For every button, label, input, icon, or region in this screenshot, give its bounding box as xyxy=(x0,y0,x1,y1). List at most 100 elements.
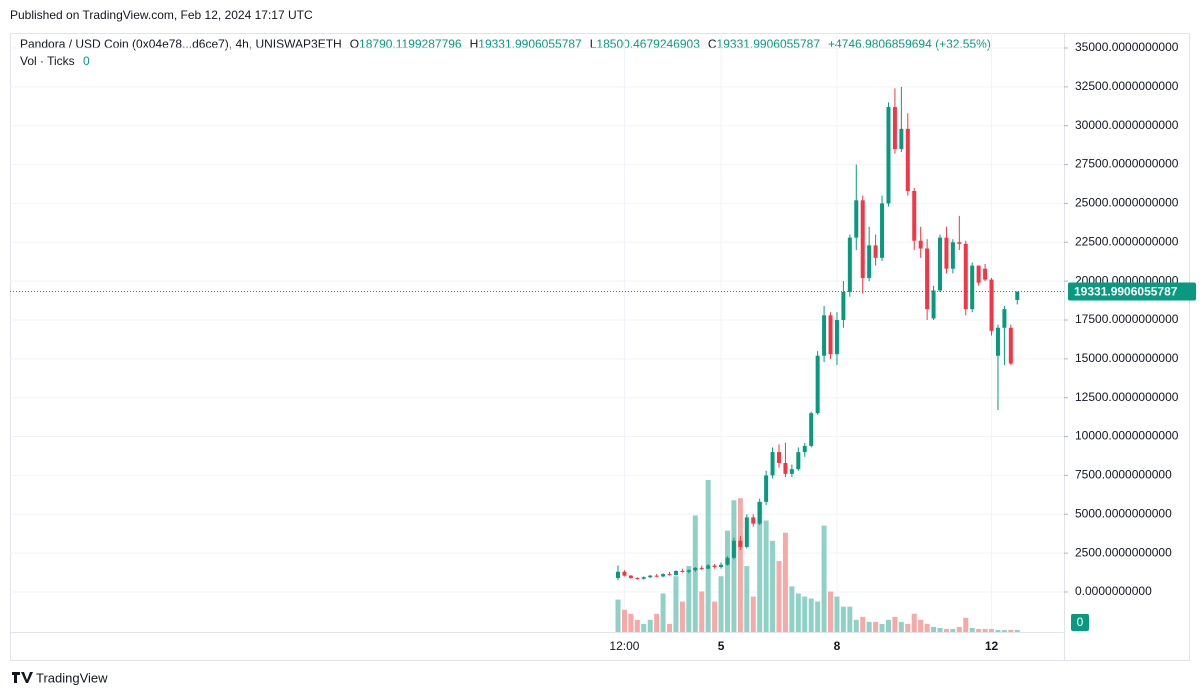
y-tick-label: 10000.0000000000 xyxy=(1075,429,1179,443)
candle-body xyxy=(661,574,666,577)
volume-badge xyxy=(1071,614,1089,631)
candle-body xyxy=(783,462,788,474)
candle-body xyxy=(616,571,620,578)
x-tick-label: 12 xyxy=(985,639,999,653)
volume-bar xyxy=(892,616,898,632)
volume-bar xyxy=(924,623,930,632)
volume-bar xyxy=(763,520,769,632)
volume-bar xyxy=(866,621,872,632)
y-tick-label: 30000.0000000000 xyxy=(1075,118,1179,132)
candle-body xyxy=(641,577,646,579)
candle-body xyxy=(834,319,839,355)
y-tick-label: 22500.0000000000 xyxy=(1075,234,1179,248)
candle-body xyxy=(719,564,724,568)
frame xyxy=(10,33,1190,661)
volume-bar xyxy=(615,599,621,632)
y-tick-label: 12500.0000000000 xyxy=(1075,390,1179,404)
volume-badge-label: 0 xyxy=(1077,615,1084,629)
y-tick-label: 2500.0000000000 xyxy=(1075,545,1172,559)
change: +4746.9806859694 (+32.55%) xyxy=(828,37,991,51)
y-tick-label: 17500.0000000000 xyxy=(1075,312,1179,326)
volume-bar xyxy=(757,502,763,632)
candle-body xyxy=(751,517,756,524)
candle-body xyxy=(841,292,846,320)
y-tick-label: 15000.0000000000 xyxy=(1075,351,1179,365)
volume-bar xyxy=(654,613,660,632)
candle-body xyxy=(706,565,711,569)
candle-body xyxy=(686,570,691,572)
y-tick-label: 25000.0000000000 xyxy=(1075,196,1179,210)
volume-bar xyxy=(963,617,969,632)
candle-body xyxy=(673,570,678,575)
ohlc-letter: O xyxy=(350,37,359,51)
volume-bar xyxy=(982,628,988,632)
volume-bar xyxy=(679,601,685,632)
volume-bar xyxy=(782,532,788,632)
volume-bar xyxy=(737,498,743,632)
candle-body xyxy=(789,469,794,474)
candle-body xyxy=(912,190,917,241)
ohlc-value: 19331.9906055787 xyxy=(478,37,582,51)
candle-body xyxy=(886,107,891,204)
candle-body xyxy=(654,575,659,577)
candle-body xyxy=(899,128,904,150)
volume-bar xyxy=(750,596,756,632)
y-tick-label: 7500.0000000000 xyxy=(1075,468,1172,482)
candle-body xyxy=(931,290,936,319)
volume-bar xyxy=(795,593,801,632)
candle-body xyxy=(777,452,781,463)
volume-bar xyxy=(776,561,782,632)
candle-body xyxy=(880,203,885,258)
published-note: Published on TradingView.com, Feb 12, 20… xyxy=(10,8,313,22)
volume-bar xyxy=(860,616,866,632)
volume-bar xyxy=(802,596,808,632)
candle-body xyxy=(712,565,717,568)
y-tick-label: 5000.0000000000 xyxy=(1075,506,1172,520)
volume-bar xyxy=(885,619,891,632)
candle-body xyxy=(770,452,775,476)
legend: Pandora / USD Coin (0x04e78...d6ce7), 4h… xyxy=(20,37,991,51)
volume-bar xyxy=(815,601,821,632)
volume-bar xyxy=(705,480,711,632)
y-tick-label: 35000.0000000000 xyxy=(1075,40,1179,54)
candle-body xyxy=(680,570,685,572)
volume-bar xyxy=(686,566,692,632)
volume-bar xyxy=(621,609,627,632)
candle-body xyxy=(950,242,955,269)
ohlc-value: 18500.4679246903 xyxy=(596,37,700,51)
volume-bar xyxy=(712,601,718,632)
volume-bar xyxy=(628,613,634,632)
volume-bar xyxy=(950,628,956,632)
candle-body xyxy=(802,445,807,453)
candle-body xyxy=(738,540,743,547)
volume-bar xyxy=(918,619,924,632)
candle-body xyxy=(970,265,975,310)
volume-bar xyxy=(731,500,737,632)
candle-body xyxy=(995,327,1000,356)
y-tick-label: 0.0000000000 xyxy=(1075,584,1152,598)
volume-bar xyxy=(911,613,917,632)
volume-bar xyxy=(931,626,937,632)
volume-bar xyxy=(873,621,879,632)
candle-body xyxy=(983,268,988,280)
brand: TradingView xyxy=(36,670,108,685)
volume-bar xyxy=(937,627,943,632)
volume-bar xyxy=(724,530,730,632)
candle-body xyxy=(938,237,942,291)
volume-bar xyxy=(969,627,975,632)
candle-body xyxy=(892,107,897,150)
volume-bar xyxy=(879,623,885,632)
y-tick-label: 27500.0000000000 xyxy=(1075,157,1179,171)
y-tick-label: 32500.0000000000 xyxy=(1075,79,1179,93)
candle-body xyxy=(925,248,930,310)
ohlc-letter: H xyxy=(470,37,479,51)
candle-body xyxy=(725,557,730,565)
volume-bar xyxy=(1001,629,1007,632)
volume-bar xyxy=(660,593,666,632)
x-tick-label: 5 xyxy=(718,639,725,653)
candle-body xyxy=(873,245,878,258)
candle-body xyxy=(635,577,640,579)
volume-bar xyxy=(718,576,724,632)
candle-body xyxy=(854,200,859,238)
ohlc-value: 18790.1199287796 xyxy=(359,37,462,51)
